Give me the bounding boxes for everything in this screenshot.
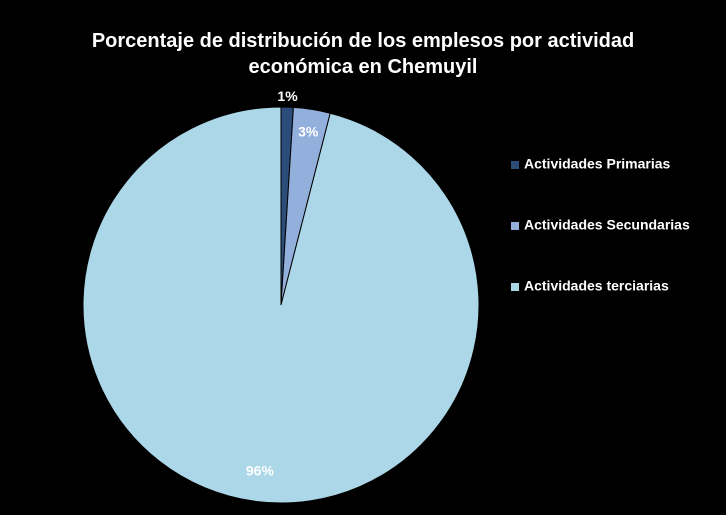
data-label: 3% [298,124,319,140]
data-label: 1% [277,88,298,104]
legend-swatch [511,283,519,291]
chart-title: Porcentaje de distribución de los emples… [92,30,634,78]
pie-slice [82,106,480,504]
legend-label: Actividades Secundarias [524,217,690,233]
legend-label: Actividades terciarias [524,278,669,294]
title-line: Porcentaje de distribución de los emples… [92,30,634,52]
title-line: económica en Chemuyil [249,56,478,78]
legend-label: Actividades Primarias [524,156,671,172]
legend-swatch [511,161,519,169]
data-label: 96% [246,463,275,479]
legend-swatch [511,222,519,230]
